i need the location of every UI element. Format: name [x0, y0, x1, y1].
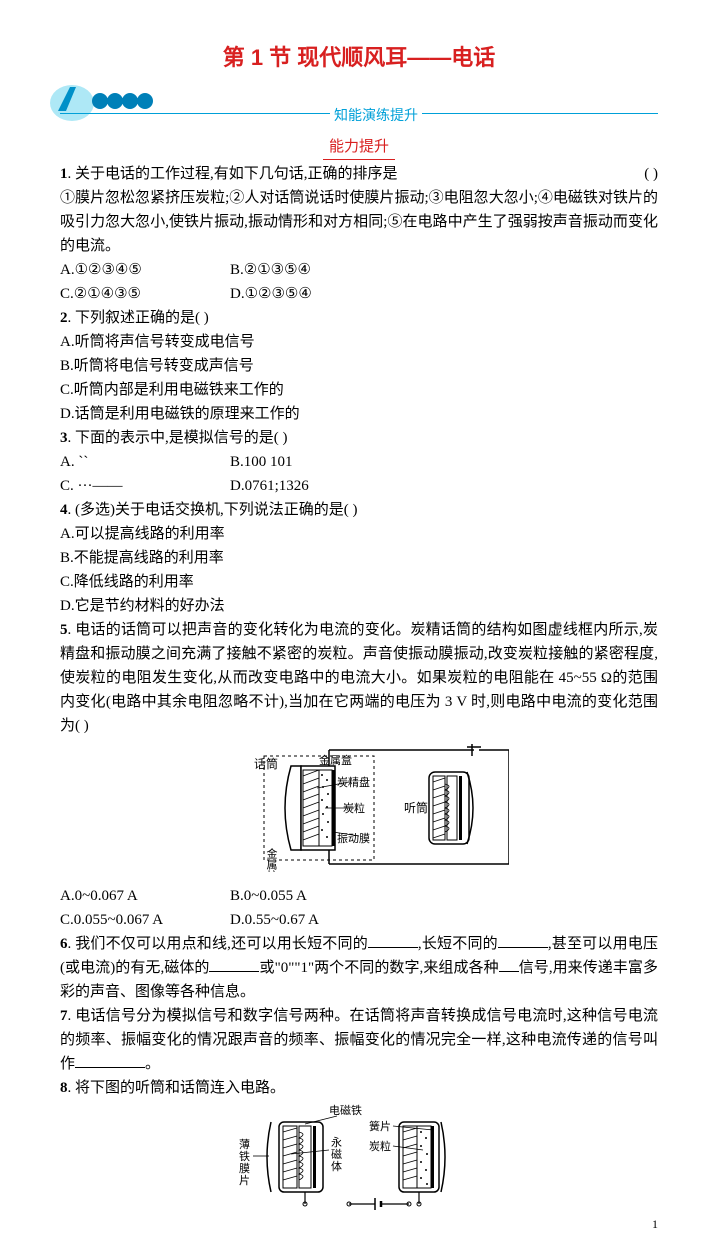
svg-text:永: 永 — [331, 1135, 342, 1149]
q8-num: 8 — [60, 1080, 68, 1096]
q3-row2: C. ···——D.0761;1326 — [60, 474, 658, 498]
q2-optC: C.听筒内部是利用电磁铁来工作的 — [60, 378, 658, 402]
q4-optB: B.不能提高线路的利用率 — [60, 546, 658, 570]
q4-optD: D.它是节约材料的好办法 — [60, 594, 658, 618]
svg-text:体: 体 — [331, 1159, 342, 1173]
lbl-tanli: 炭粒 — [343, 801, 365, 815]
q5-optB: B.0~0.055 A — [230, 888, 307, 904]
q5-optC: C.0.055~0.067 A — [60, 908, 230, 932]
q8-stem: . 将下图的听筒和话筒连入电路。 — [68, 1080, 286, 1096]
q6-blank2 — [498, 932, 548, 948]
q5-row1: A.0~0.067 AB.0~0.055 A — [60, 884, 658, 908]
q7-num: 7 — [60, 1008, 68, 1024]
svg-text:铁: 铁 — [239, 1150, 250, 1163]
q5-num: 5 — [60, 622, 68, 638]
banner-label: 知能演练提升 — [330, 104, 422, 126]
q3-stem-line: 3. 下面的表示中,是模拟信号的是( ) — [60, 426, 658, 450]
q6-t1: . 我们不仅可以用点和线,还可以用长短不同的 — [68, 936, 368, 952]
q3-optB: B.100 101 — [230, 454, 293, 470]
svg-text:片: 片 — [239, 1174, 250, 1187]
q1-optA: A.①②③④⑤ — [60, 258, 230, 282]
q1-optC: C.②①④③⑤ — [60, 282, 230, 306]
q4-stem-line: 4. (多选)关于电话交换机,下列说法正确的是( ) — [60, 498, 658, 522]
q1-stem: . 关于电话的工作过程,有如下几句话,正确的排序是 — [68, 166, 398, 182]
q4-optC: C.降低线路的利用率 — [60, 570, 658, 594]
q4-stem: . (多选)关于电话交换机,下列说法正确的是( ) — [68, 502, 358, 518]
q1-line1: 1. 关于电话的工作过程,有如下几句话,正确的排序是 ( ) — [60, 162, 658, 186]
q2-stem: . 下列叙述正确的是( ) — [68, 310, 209, 326]
lbl-botiemo-1: 薄 — [239, 1137, 250, 1151]
q2-stem-line: 2. 下列叙述正确的是( ) — [60, 306, 658, 330]
q5-optD: D.0.55~0.67 A — [230, 912, 319, 928]
q7: 7. 电话信号分为模拟信号和数字信号两种。在话筒将声音转换成信号电流时,这种信号… — [60, 1004, 658, 1076]
lbl-jinshuzhu: 金属柱 — [265, 847, 278, 872]
section-header: 能力提升 — [60, 135, 658, 160]
q2-optB: B.听筒将电信号转变成声信号 — [60, 354, 658, 378]
q6-blank3 — [209, 956, 259, 972]
q2-optA: A.听筒将声信号转变成电信号 — [60, 330, 658, 354]
banner-icon — [50, 81, 180, 131]
q1-row2: C.②①④③⑤D.①②③⑤④ — [60, 282, 658, 306]
section-label: 能力提升 — [323, 135, 395, 160]
q6-t4: 或"0""1"两个不同的数字,来组成各种 — [259, 960, 498, 976]
lbl-zhendongmo: 振动膜 — [337, 831, 370, 845]
q6-num: 6 — [60, 936, 68, 952]
q4-num: 4 — [60, 502, 68, 518]
lbl-dianci: 电磁铁 — [329, 1104, 362, 1117]
q1-optD: D.①②③⑤④ — [230, 286, 312, 302]
lbl-jinshuhe: 金属盒 — [319, 753, 352, 767]
q6-blank1 — [368, 932, 418, 948]
q1-num: 1 — [60, 166, 68, 182]
lbl-huatong: 话筒 — [254, 756, 278, 771]
lbl-tingtong: 听筒 — [404, 800, 428, 815]
page: 第 1 节 现代顺风耳——电话 知能演练提升 能力提升 1. 关于电话的工作过程… — [0, 0, 718, 1246]
svg-text:磁: 磁 — [331, 1148, 342, 1161]
q3-optD: D.0761;1326 — [230, 478, 309, 494]
q1-body: ①膜片忽松忽紧挤压炭粒;②人对话筒说话时使膜片振动;③电阻忽大忽小;④电磁铁对铁… — [60, 186, 658, 258]
q6-blank4 — [499, 956, 519, 972]
lbl-tanli2: 炭粒 — [369, 1139, 391, 1153]
q5-stem-line: 5. 电话的话筒可以把声音的变化转化为电流的变化。炭精话筒的结构如图虚线框内所示… — [60, 618, 658, 738]
q5-row2: C.0.055~0.067 AD.0.55~0.67 A — [60, 908, 658, 932]
q3-num: 3 — [60, 430, 68, 446]
q8-stem-line: 8. 将下图的听筒和话筒连入电路。 — [60, 1076, 658, 1100]
q3-row1: A. ``B.100 101 — [60, 450, 658, 474]
q7-blank — [75, 1052, 145, 1068]
lbl-tanjingpan: 炭精盘 — [337, 775, 370, 789]
q5-stem: . 电话的话筒可以把声音的变化转化为电流的变化。炭精话筒的结构如图虚线框内所示,… — [60, 622, 658, 734]
q1-row1: A.①②③④⑤B.②①③⑤④ — [60, 258, 658, 282]
svg-text:膜: 膜 — [239, 1162, 250, 1175]
q2-optD: D.话筒是利用电磁铁的原理来工作的 — [60, 402, 658, 426]
lbl-bopian: 簧片 — [369, 1119, 391, 1133]
q2-num: 2 — [60, 310, 68, 326]
q5-figure: 话筒 金属盒 炭精盘 炭粒 振动膜 金属柱 听筒 — [60, 742, 658, 880]
q3-stem: . 下面的表示中,是模拟信号的是( ) — [68, 430, 288, 446]
q1-optB: B.②①③⑤④ — [230, 262, 311, 278]
q7-t2: 。 — [145, 1056, 160, 1072]
banner: 知能演练提升 — [60, 87, 658, 131]
q3-optC: C. ···—— — [60, 474, 230, 498]
q5-optA: A.0~0.067 A — [60, 884, 230, 908]
q6-t2: ,长短不同的 — [418, 936, 498, 952]
q1-paren: ( ) — [644, 162, 658, 186]
chapter-title: 第 1 节 现代顺风耳——电话 — [60, 40, 658, 75]
page-number: 1 — [652, 1215, 658, 1234]
q6: 6. 我们不仅可以用点和线,还可以用长短不同的,长短不同的,甚至可以用电压(或电… — [60, 932, 658, 1004]
q3-optA: A. `` — [60, 450, 230, 474]
q4-optA: A.可以提高线路的利用率 — [60, 522, 658, 546]
